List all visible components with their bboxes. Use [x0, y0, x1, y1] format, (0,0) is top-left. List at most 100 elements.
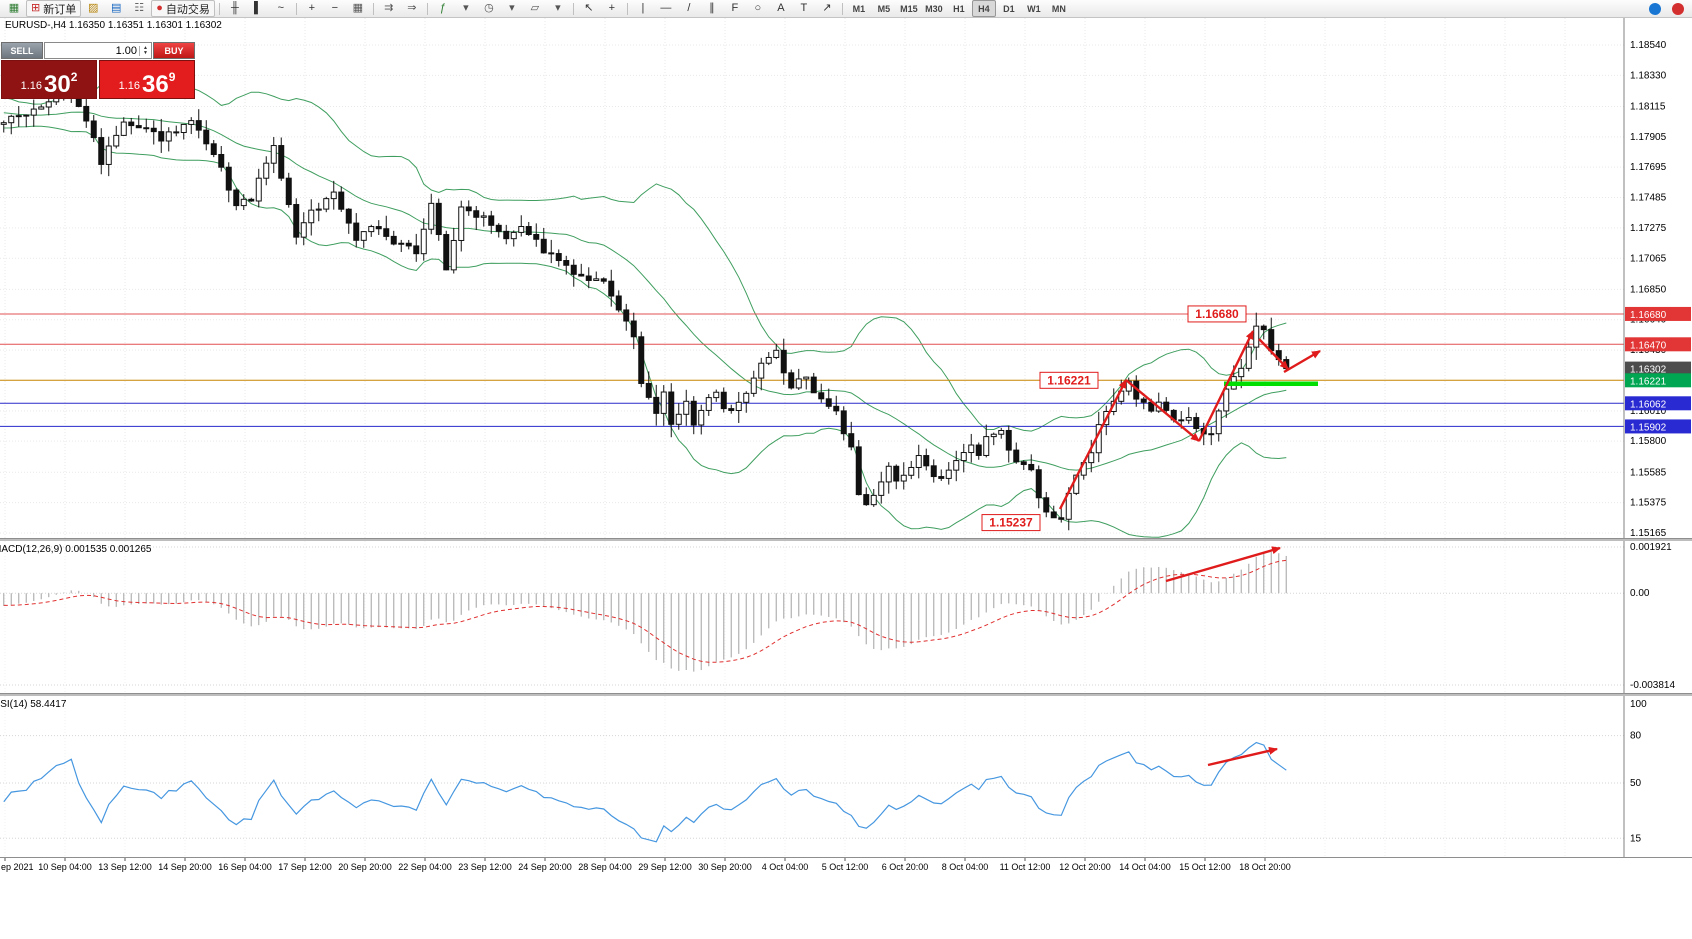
rsi-red-arrow[interactable] — [1207, 746, 1278, 767]
timeframe-m5-button[interactable]: M5 — [872, 0, 896, 17]
timeframe-m15-button[interactable]: M15 — [897, 0, 921, 17]
fibonacci-button[interactable]: F — [724, 0, 746, 17]
svg-text:6 Oct 20:00: 6 Oct 20:00 — [882, 862, 929, 872]
account-icon[interactable] — [1649, 2, 1661, 15]
account-icon[interactable] — [1644, 0, 1666, 17]
text-icon: A — [777, 2, 785, 14]
timeframe-m5-button-label: M5 — [877, 3, 891, 14]
indicators-button[interactable]: ƒ — [432, 0, 454, 17]
volume-up-icon[interactable]: ▲ — [143, 44, 148, 51]
svg-text:50: 50 — [1630, 778, 1642, 789]
indicators-dropdown-caret[interactable]: ▾ — [455, 0, 477, 17]
annotation-label-1.16221[interactable]: 1.16221 — [1039, 371, 1099, 389]
trendline-button[interactable]: / — [678, 0, 700, 17]
profiles-button[interactable]: ▨ — [82, 0, 104, 17]
panel-splitter-1[interactable] — [0, 538, 1692, 541]
time-axis[interactable]: ep 2021 10 Sep 04:00 13 Sep 12:00 14 Sep 20… — [0, 857, 1692, 874]
svg-text:1.15375: 1.15375 — [1630, 498, 1667, 509]
sell-price-box[interactable]: 1.16 30 2 — [1, 60, 97, 99]
buy-price-box[interactable]: 1.16 36 9 — [99, 60, 195, 99]
red-arrow-4[interactable] — [1258, 338, 1289, 370]
periods-button[interactable]: ◷ — [478, 0, 500, 17]
print-icon: ☷ — [134, 2, 145, 14]
red-arrow-5[interactable] — [1283, 349, 1321, 374]
timeframe-mn-button[interactable]: MN — [1047, 0, 1071, 17]
tile-windows-button[interactable]: ▦ — [347, 0, 369, 17]
volume-down-icon[interactable]: ▼ — [143, 49, 148, 56]
horizontal-line-button[interactable]: — — [655, 0, 677, 17]
panel-splitter-2[interactable] — [0, 693, 1692, 696]
auto-scroll-button[interactable]: ⇉ — [378, 0, 400, 17]
timeframe-w1-button[interactable]: W1 — [1022, 0, 1046, 17]
macd-label: MACD(12,26,9) 0.001535 0.001265 — [0, 544, 152, 555]
time-axis-canvas: ep 2021 10 Sep 04:00 13 Sep 12:00 14 Sep 20… — [1, 858, 1291, 872]
bar-chart-button[interactable]: ╫ — [224, 0, 246, 17]
timeframe-m30-button[interactable]: M30 — [922, 0, 946, 17]
sell-price-big: 30 — [44, 71, 71, 98]
volume-input[interactable]: 1.00 ▲ ▼ — [44, 42, 152, 59]
channel-icon: ∥ — [709, 2, 715, 14]
svg-text:1.17275: 1.17275 — [1630, 223, 1667, 234]
arrows-button[interactable]: ↗ — [816, 0, 838, 17]
toolbar-separator — [841, 2, 843, 15]
rsi-canvas[interactable]: 100 80 50 15 — [0, 696, 1692, 857]
periods-dropdown-caret[interactable]: ▾ — [501, 0, 523, 17]
sell-price-prefix: 1.16 — [20, 80, 43, 92]
zoom-out-icon: − — [331, 2, 339, 14]
chart-shift-button[interactable]: ⇒ — [401, 0, 423, 17]
text-button[interactable]: A — [770, 0, 792, 17]
svg-text:1.18540: 1.18540 — [1630, 40, 1667, 51]
red-arrow-1[interactable] — [1058, 379, 1128, 510]
print-button[interactable]: ☷ — [128, 0, 150, 17]
shapes-button[interactable]: ○ — [747, 0, 769, 17]
timeframe-h4-button[interactable]: H4 — [971, 0, 996, 17]
line-chart-button[interactable]: ~ — [270, 0, 292, 17]
zoom-out-button[interactable]: − — [324, 0, 346, 17]
templates-icon: ▱ — [530, 2, 540, 14]
tile-windows-icon: ▦ — [352, 2, 364, 14]
channel-button[interactable]: ∥ — [701, 0, 723, 17]
price-tag-1.16302: 1.16302 — [1625, 361, 1691, 376]
svg-text:1.17905: 1.17905 — [1630, 132, 1667, 143]
macd-canvas[interactable]: 0.001921 0.00 -0.003814 — [0, 541, 1692, 693]
timeframe-d1-button[interactable]: D1 — [997, 0, 1021, 17]
svg-text:29 Sep 12:00: 29 Sep 12:00 — [638, 862, 692, 872]
macd-red-arrow[interactable] — [1165, 546, 1281, 583]
templates-dropdown-caret[interactable]: ▾ — [547, 0, 569, 17]
templates-button[interactable]: ▱ — [524, 0, 546, 17]
zoom-in-button[interactable]: + — [301, 0, 323, 17]
svg-text:1.16680: 1.16680 — [1630, 310, 1667, 321]
timeframe-h1-button[interactable]: H1 — [947, 0, 971, 17]
market-watch-button[interactable]: ▤ — [105, 0, 127, 17]
svg-text:1.16062: 1.16062 — [1630, 399, 1667, 410]
autotrading-button[interactable]: ● 自动交易 — [151, 0, 215, 17]
svg-text:14 Sep 20:00: 14 Sep 20:00 — [158, 862, 212, 872]
new-chart-button[interactable]: ▦ — [3, 0, 25, 17]
notification-icon[interactable] — [1672, 2, 1684, 15]
text-label-button[interactable]: T — [793, 0, 815, 17]
red-arrow-2[interactable] — [1125, 379, 1200, 442]
notification-icon[interactable] — [1667, 0, 1689, 17]
line-chart-icon: ~ — [277, 2, 285, 14]
annotation-label-1.15237[interactable]: 1.15237 — [981, 514, 1041, 532]
annotation-label-1.16680[interactable]: 1.16680 — [1187, 305, 1247, 323]
macd-histogram — [3, 551, 1287, 672]
green-trend-segment[interactable] — [1224, 381, 1318, 387]
crosshair-button[interactable]: + — [601, 0, 623, 17]
candle-chart-button[interactable]: ▌ — [247, 0, 269, 17]
main-chart-canvas[interactable]: 1.16680 1.16221 1.15237 1.18540 1.18330 1.181… — [0, 18, 1692, 538]
timeframe-m1-button[interactable]: M1 — [847, 0, 871, 17]
toolbar-separator — [218, 2, 220, 15]
svg-text:28 Sep 04:00: 28 Sep 04:00 — [578, 862, 632, 872]
vertical-line-button[interactable]: | — [632, 0, 654, 17]
new-order-button[interactable]: ⊞ 新订单 — [26, 0, 82, 17]
buy-button[interactable]: BUY — [153, 42, 195, 59]
svg-text:0.001921: 0.001921 — [1630, 542, 1672, 553]
svg-text:1.17065: 1.17065 — [1630, 253, 1667, 264]
cursor-button[interactable]: ↖ — [578, 0, 600, 17]
sell-button[interactable]: SELL — [1, 42, 43, 59]
red-arrow-3[interactable] — [1197, 330, 1255, 442]
volume-spinner[interactable]: ▲ ▼ — [139, 44, 151, 56]
buy-price-prefix: 1.16 — [118, 80, 141, 92]
svg-text:1.15902: 1.15902 — [1630, 422, 1667, 433]
